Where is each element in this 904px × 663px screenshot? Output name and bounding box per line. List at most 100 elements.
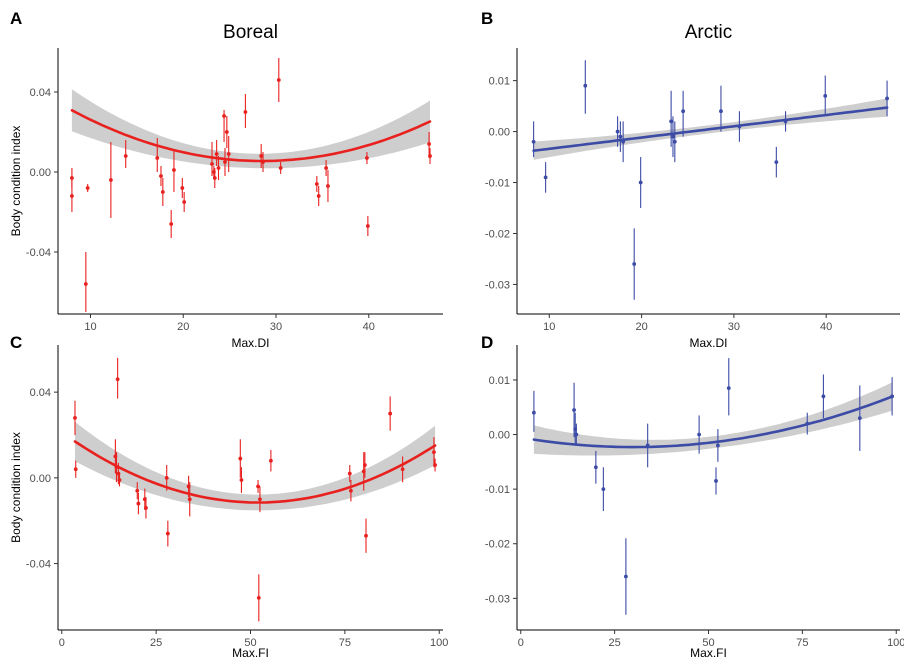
panel-d: D 0.01 0.00 -0.01 -0.02 -0.03 0 25 50 75 100 Max.FI (481, 333, 904, 660)
data-point (316, 194, 321, 198)
y-tick-label: -0.03 (485, 279, 510, 291)
y-axis-label: Body condition index (9, 432, 23, 543)
panel-letter: A (10, 9, 22, 28)
data-point (574, 432, 579, 437)
data-point (239, 478, 244, 482)
data-point (226, 152, 231, 156)
x-tick-label: 100 (887, 637, 904, 649)
x-tick-label: 100 (430, 637, 448, 649)
data-point (632, 262, 637, 266)
y-tick-label: 0.00 (30, 473, 51, 485)
data-point (669, 119, 674, 124)
x-axis-label: Max.FI (232, 646, 269, 660)
x-tick-label: 10 (543, 321, 555, 333)
data-point (214, 152, 219, 156)
data-point (349, 488, 353, 493)
y-tick-label: 0.00 (30, 167, 51, 179)
panel-letter: B (481, 9, 493, 28)
data-point (623, 574, 628, 579)
data-point (268, 458, 273, 463)
data-point (73, 467, 78, 472)
data-point (187, 497, 192, 502)
x-axis-label: Max.FI (690, 646, 727, 660)
data-point (238, 456, 243, 461)
data-point (362, 463, 367, 467)
data-point (314, 182, 319, 186)
x-tick-label: 50 (702, 637, 714, 649)
x-tick-label: 0 (518, 637, 524, 649)
data-point (83, 282, 88, 286)
data-point (857, 416, 862, 421)
data-point (159, 174, 163, 178)
data-point (531, 410, 536, 415)
data-point (256, 595, 261, 600)
data-point (681, 109, 686, 114)
data-point (714, 479, 718, 483)
y-tick-label: -0.02 (485, 228, 510, 240)
data-point (671, 134, 675, 139)
x-tick-label: 50 (244, 637, 256, 649)
x-tick-label: 75 (796, 637, 808, 649)
y-tick-label: 0.04 (30, 387, 51, 399)
data-point (726, 386, 731, 391)
data-point (278, 166, 283, 170)
data-point (155, 156, 160, 160)
data-point (821, 394, 826, 399)
data-point (223, 160, 227, 164)
data-point (593, 465, 598, 470)
x-tick-label: 40 (363, 321, 375, 333)
y-tick-label: -0.02 (485, 539, 510, 551)
data-point (136, 501, 141, 506)
data-point (180, 186, 185, 190)
data-point (543, 175, 548, 180)
data-point (70, 176, 74, 180)
data-point (115, 377, 120, 382)
data-point (182, 200, 187, 204)
y-tick-label: -0.01 (485, 178, 510, 190)
x-tick-label: 20 (177, 321, 189, 333)
fit-line (532, 395, 894, 449)
data-point (259, 154, 264, 158)
data-point (618, 134, 623, 139)
data-point (210, 162, 214, 166)
data-point (774, 160, 779, 165)
y-tick-label: 0.04 (30, 87, 51, 99)
data-point (719, 109, 723, 114)
data-point (697, 432, 702, 437)
data-point (256, 484, 260, 489)
y-tick-label: -0.03 (485, 593, 510, 605)
y-tick-label: -0.04 (26, 247, 51, 259)
data-point (172, 168, 176, 172)
data-point (365, 224, 370, 228)
data-point (144, 505, 148, 510)
panel-a: A Boreal 0.04 0.00 -0.04 10 20 30 40 Max.DI Body c… (9, 9, 443, 350)
y-tick-label: 0.00 (489, 430, 510, 442)
data-point (427, 142, 431, 146)
data-point (364, 533, 368, 538)
data-point (347, 471, 352, 476)
y-axis-label: Body condition index (9, 126, 23, 237)
x-tick-label: 20 (635, 321, 647, 333)
x-tick-label: 25 (609, 637, 621, 649)
data-point (326, 184, 330, 188)
data-point (117, 478, 122, 482)
data-point (324, 166, 329, 170)
confidence-band (71, 89, 431, 169)
data-point (672, 139, 677, 144)
data-point (572, 408, 576, 412)
fit-line (70, 109, 432, 163)
data-point (135, 488, 140, 493)
panel-b: B Arctic 0.01 0.00 -0.01 -0.02 -0.03 10 20 30 40 Ma… (481, 9, 900, 350)
data-point (243, 110, 248, 114)
chart-title: Boreal (223, 22, 278, 43)
y-tick-label: 0.00 (489, 127, 510, 139)
panel-c: C 0.04 0.00 -0.04 0 25 50 75 100 Max.FI Body condi… (9, 333, 448, 660)
data-point (400, 467, 405, 472)
y-tick-label: 0.01 (489, 375, 510, 387)
x-axis-label: Max.DI (231, 336, 269, 350)
data-point (583, 83, 588, 88)
x-tick-label: 0 (59, 637, 65, 649)
x-tick-label: 10 (84, 321, 96, 333)
data-point (638, 180, 643, 185)
